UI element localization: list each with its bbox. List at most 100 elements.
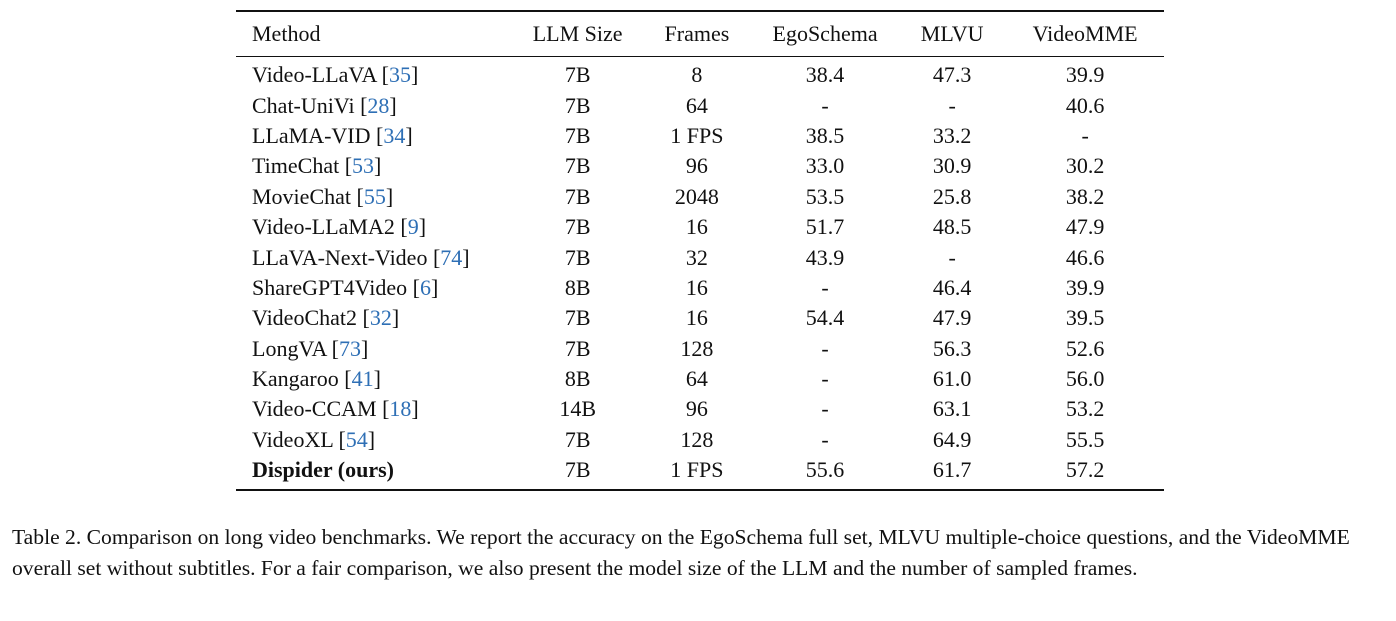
method-name: VideoChat2 xyxy=(252,305,357,331)
llm-size-cell: 7B xyxy=(564,183,591,209)
mlvu-cell: 47.3 xyxy=(932,62,972,88)
frames-cell: 1 FPS xyxy=(670,122,724,148)
method-cell-ours: Dispider (ours) xyxy=(252,457,394,483)
mlvu-cell: 61.7 xyxy=(932,457,972,483)
header-frames: Frames xyxy=(664,21,730,46)
method-cell: MovieChat [55] xyxy=(252,183,394,209)
llm-size-cell: 7B xyxy=(564,305,591,331)
frames-cell: 128 xyxy=(680,335,714,361)
table-body: Video-LLaVA [35] 7B 8 38.4 47.3 39.9 Cha… xyxy=(236,57,1164,491)
method-cell: LLaMA-VID [34] xyxy=(252,122,413,148)
table-row: Video-LLaVA [35] 7B 8 38.4 47.3 39.9 xyxy=(236,57,1164,91)
frames-cell: 64 xyxy=(685,366,708,392)
mlvu-cell: 63.1 xyxy=(932,396,972,422)
videomme-cell: 52.6 xyxy=(1065,335,1105,361)
table-row-ours: Dispider (ours) 7B 1 FPS 55.6 61.7 57.2 xyxy=(236,455,1164,491)
table-row: Chat-UniVi [28] 7B 64 - - 40.6 xyxy=(236,90,1164,120)
citation-link[interactable]: 34 xyxy=(383,122,406,148)
mlvu-cell: - xyxy=(948,92,956,118)
method-cell: LLaVA-Next-Video [74] xyxy=(252,244,470,270)
citation-link[interactable]: 6 xyxy=(419,274,431,300)
method-cell: ShareGPT4Video [6] xyxy=(252,274,439,300)
frames-cell: 16 xyxy=(685,274,708,300)
method-name: Video-LLaMA2 xyxy=(252,214,395,240)
method-cell: LongVA [73] xyxy=(252,335,369,361)
egoschema-cell: - xyxy=(821,274,829,300)
llm-size-cell: 14B xyxy=(559,396,596,422)
citation-link[interactable]: 35 xyxy=(388,62,411,88)
method-name: LLaVA-Next-Video xyxy=(252,244,428,270)
citation-link[interactable]: 54 xyxy=(345,426,368,452)
mlvu-cell: 47.9 xyxy=(932,305,972,331)
frames-cell: 128 xyxy=(680,426,714,452)
mlvu-cell: 46.4 xyxy=(932,274,972,300)
method-cell: Kangaroo [41] xyxy=(252,366,381,392)
videomme-cell: 39.9 xyxy=(1065,274,1105,300)
method-name: Chat-UniVi xyxy=(252,92,355,118)
videomme-cell: 57.2 xyxy=(1065,457,1105,483)
videomme-cell: 55.5 xyxy=(1065,426,1105,452)
table-row: VideoXL [54] 7B 128 - 64.9 55.5 xyxy=(236,425,1164,455)
llm-size-cell: 7B xyxy=(564,335,591,361)
mlvu-cell: 61.0 xyxy=(932,366,972,392)
egoschema-cell: 51.7 xyxy=(805,214,845,240)
citation-link[interactable]: 53 xyxy=(352,153,375,179)
method-name: TimeChat xyxy=(252,153,340,179)
method-name: LLaMA-VID xyxy=(252,122,371,148)
table-caption: Table 2. Comparison on long video benchm… xyxy=(12,525,1350,580)
videomme-cell: 39.5 xyxy=(1065,305,1105,331)
table-row: TimeChat [53] 7B 96 33.0 30.9 30.2 xyxy=(236,151,1164,181)
egoschema-cell: 38.5 xyxy=(805,122,845,148)
method-cell: VideoChat2 [32] xyxy=(252,305,400,331)
header-videomme: VideoMME xyxy=(1032,21,1138,46)
header-llm-size: LLM Size xyxy=(532,21,623,46)
citation-link[interactable]: 73 xyxy=(339,335,361,361)
mlvu-cell: 30.9 xyxy=(932,153,972,179)
table-row: LLaVA-Next-Video [74] 7B 32 43.9 - 46.6 xyxy=(236,242,1164,272)
method-name: ShareGPT4Video xyxy=(252,274,408,300)
egoschema-cell: - xyxy=(821,366,829,392)
citation-link[interactable]: 41 xyxy=(351,366,374,392)
method-cell: Video-LLaVA [35] xyxy=(252,62,419,88)
frames-cell: 8 xyxy=(691,62,703,88)
frames-cell: 64 xyxy=(685,92,708,118)
egoschema-cell: 53.5 xyxy=(805,183,845,209)
results-table: Method LLM Size Frames EgoSchema MLVU Vi… xyxy=(236,10,1164,491)
citation-link[interactable]: 32 xyxy=(369,305,392,331)
frames-cell: 16 xyxy=(685,214,708,240)
method-name: LongVA xyxy=(252,335,327,361)
egoschema-cell: - xyxy=(821,396,829,422)
citation-link[interactable]: 9 xyxy=(407,214,419,240)
method-cell: Video-CCAM [18] xyxy=(252,396,419,422)
citation-link[interactable]: 74 xyxy=(440,244,463,270)
videomme-cell: 40.6 xyxy=(1065,92,1105,118)
table-row: LongVA [73] 7B 128 - 56.3 52.6 xyxy=(236,334,1164,364)
mlvu-cell: - xyxy=(948,244,956,270)
results-table-container: Method LLM Size Frames EgoSchema MLVU Vi… xyxy=(236,10,1164,491)
table-row: Video-LLaMA2 [9] 7B 16 51.7 48.5 47.9 xyxy=(236,212,1164,242)
table-row: Kangaroo [41] 8B 64 - 61.0 56.0 xyxy=(236,364,1164,394)
llm-size-cell: 7B xyxy=(564,244,591,270)
method-name: Video-LLaVA xyxy=(252,62,377,88)
method-cell: VideoXL [54] xyxy=(252,426,376,452)
llm-size-cell: 7B xyxy=(564,457,591,483)
videomme-cell: 47.9 xyxy=(1065,214,1105,240)
llm-size-cell: 7B xyxy=(564,92,591,118)
table-row: ShareGPT4Video [6] 8B 16 - 46.4 39.9 xyxy=(236,273,1164,303)
llm-size-cell: 7B xyxy=(564,62,591,88)
egoschema-cell: 55.6 xyxy=(805,457,845,483)
header-egoschema: EgoSchema xyxy=(772,21,878,46)
citation-link[interactable]: 18 xyxy=(389,396,412,422)
mlvu-cell: 48.5 xyxy=(932,214,972,240)
egoschema-cell: 43.9 xyxy=(805,244,845,270)
citation-link[interactable]: 55 xyxy=(363,183,386,209)
llm-size-cell: 8B xyxy=(564,274,591,300)
egoschema-cell: 33.0 xyxy=(805,153,845,179)
llm-size-cell: 7B xyxy=(564,153,591,179)
header-mlvu: MLVU xyxy=(920,21,984,46)
citation-link[interactable]: 28 xyxy=(367,92,390,118)
table-header: Method LLM Size Frames EgoSchema MLVU Vi… xyxy=(236,11,1164,57)
videomme-cell: 56.0 xyxy=(1065,366,1105,392)
header-row: Method LLM Size Frames EgoSchema MLVU Vi… xyxy=(236,11,1164,57)
method-name: MovieChat xyxy=(252,183,351,209)
